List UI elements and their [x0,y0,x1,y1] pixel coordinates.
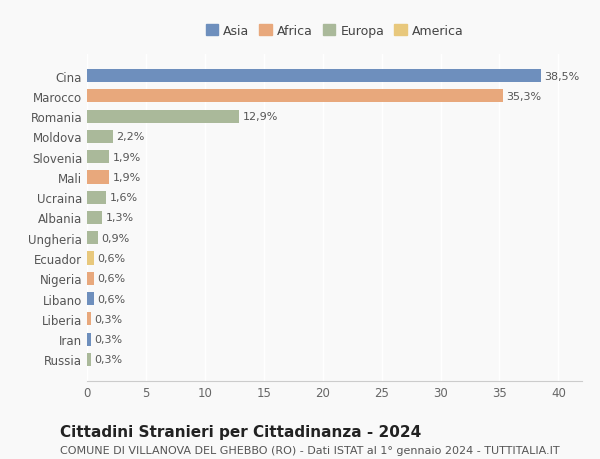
Text: 0,6%: 0,6% [98,253,126,263]
Legend: Asia, Africa, Europa, America: Asia, Africa, Europa, America [203,22,466,40]
Text: 1,3%: 1,3% [106,213,134,223]
Bar [87,353,91,366]
Text: 1,9%: 1,9% [113,173,141,183]
Bar [87,212,103,224]
Bar [87,130,113,144]
Bar [87,292,94,306]
Text: 0,9%: 0,9% [101,233,130,243]
Bar [87,171,109,184]
Text: 12,9%: 12,9% [242,112,278,122]
Text: COMUNE DI VILLANOVA DEL GHEBBO (RO) - Dati ISTAT al 1° gennaio 2024 - TUTTITALIA: COMUNE DI VILLANOVA DEL GHEBBO (RO) - Da… [60,445,560,455]
Text: 38,5%: 38,5% [544,72,580,81]
Text: 0,6%: 0,6% [98,274,126,284]
Text: 1,9%: 1,9% [113,152,141,162]
Bar [87,272,94,285]
Text: 0,3%: 0,3% [94,334,122,344]
Bar [87,313,91,326]
Bar [87,90,503,103]
Bar [87,333,91,346]
Text: 2,2%: 2,2% [116,132,145,142]
Text: 0,3%: 0,3% [94,314,122,324]
Text: 35,3%: 35,3% [506,92,542,102]
Bar [87,151,109,164]
Text: Cittadini Stranieri per Cittadinanza - 2024: Cittadini Stranieri per Cittadinanza - 2… [60,425,421,440]
Bar [87,191,106,204]
Bar [87,232,98,245]
Bar [87,70,541,83]
Text: 0,6%: 0,6% [98,294,126,304]
Bar [87,110,239,123]
Text: 0,3%: 0,3% [94,355,122,364]
Bar [87,252,94,265]
Text: 1,6%: 1,6% [109,193,137,203]
